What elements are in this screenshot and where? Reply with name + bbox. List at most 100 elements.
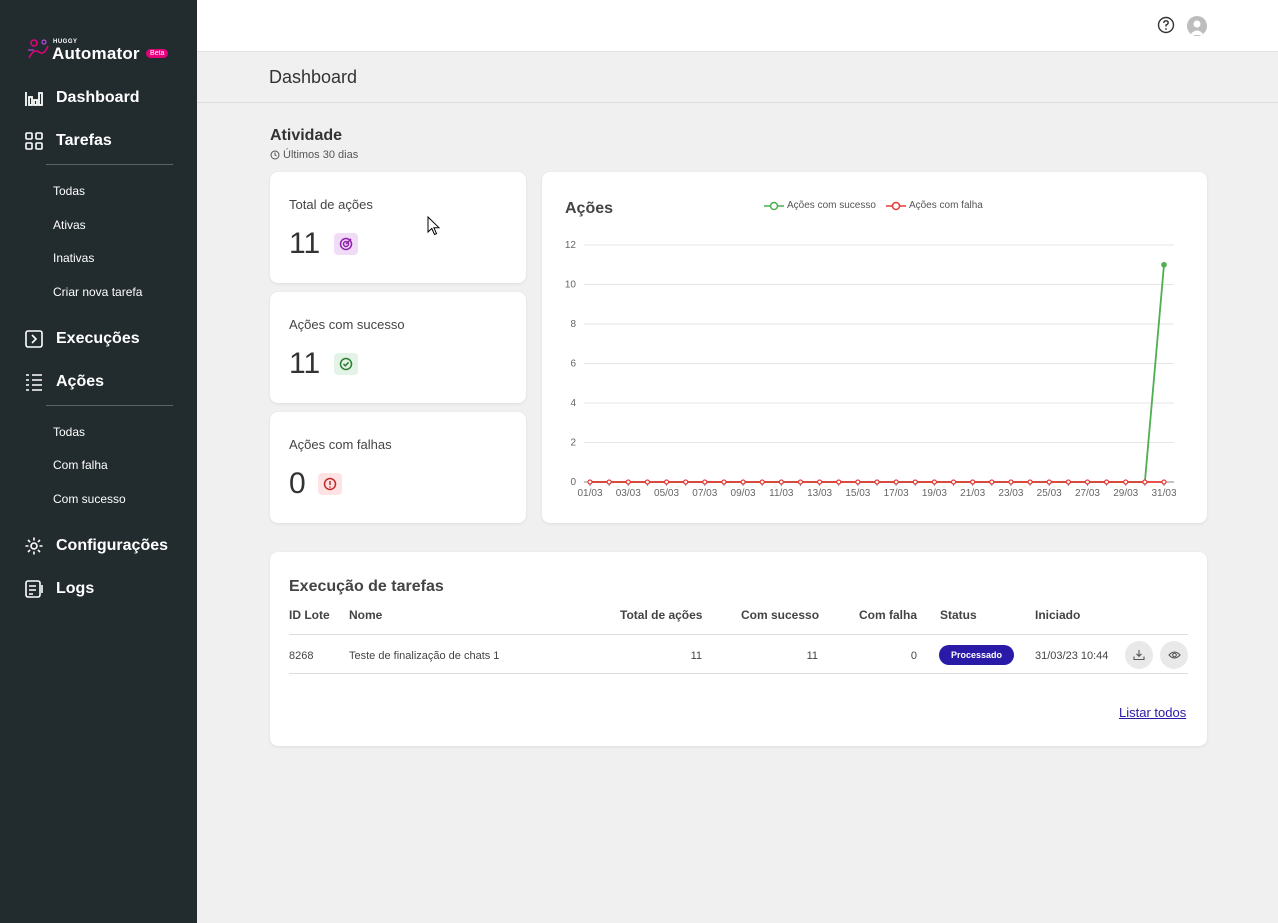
avatar[interactable] [1187,16,1207,36]
stat-value: 11 [289,347,321,380]
executions-title: Execução de tarefas [289,578,444,595]
cell-name: Teste de finalização de chats 1 [349,650,500,662]
brand-logo[interactable]: HUGGY Automator Beta [26,36,176,66]
beta-badge: Beta [146,49,169,58]
stat-label: Total de ações [289,197,373,212]
chart-card: Ações Ações com sucesso Ações com falha … [542,172,1207,523]
x-tick-label: 07/03 [692,488,717,499]
nav-tarefas-todas[interactable]: Todas [53,184,86,198]
list-all-link[interactable]: Listar todos [1119,705,1187,720]
x-tick-label: 25/03 [1037,488,1062,499]
mouse-cursor-icon [427,216,441,236]
x-tick-label: 19/03 [922,488,947,499]
nav-tarefas-inativas[interactable]: Inativas [53,251,95,265]
x-tick-label: 01/03 [577,488,602,499]
x-tick-label: 31/03 [1151,488,1176,499]
x-tick-label: 23/03 [998,488,1023,499]
check-circle-icon [339,357,353,371]
y-tick-label: 2 [570,438,576,449]
data-point-failure [625,479,631,485]
x-tick-label: 27/03 [1075,488,1100,499]
data-point-failure [855,479,861,485]
line-chart: 0 2 4 6 8 10 12 01/03 03/03 05/03 07/03 09/03 11/03 1… [565,240,1177,499]
x-tick-label: 21/03 [960,488,985,499]
nav-execucoes[interactable]: Execuções [24,327,140,351]
stat-label: Ações com falhas [289,437,392,452]
y-tick-label: 8 [570,319,576,330]
data-point-failure [1065,479,1071,485]
nav-acoes-com-falha[interactable]: Com falha [53,458,108,472]
nav-criar-tarefa[interactable]: Criar nova tarefa [53,285,143,299]
x-tick-label: 03/03 [616,488,641,499]
data-point-failure [1103,479,1110,485]
legend-item-success[interactable]: Ações com sucesso [764,200,876,211]
user-icon [1190,20,1204,35]
activity-subtitle: Últimos 30 dias [270,149,358,161]
page-title: Dashboard [269,67,358,87]
col-header-started: Iniciado [1035,608,1081,622]
stat-badge [334,353,358,375]
col-header-fail: Com falha [859,608,918,622]
data-point-failure [1008,479,1014,485]
view-button[interactable] [1160,641,1188,669]
legend-swatch [764,201,784,210]
grid-icon [24,131,44,151]
nav-dashboard[interactable]: Dashboard [24,86,140,110]
document-icon [24,579,44,599]
download-button[interactable] [1125,641,1153,669]
target-icon [339,237,353,251]
data-point-failure [1161,479,1167,485]
table-divider [289,673,1188,674]
nav-tarefas-ativas[interactable]: Ativas [53,218,86,232]
data-point-failure [663,479,670,485]
nav-divider [46,164,173,165]
data-point-failure [893,479,899,485]
data-point-failure [797,479,804,485]
y-tick-label: 6 [570,359,576,370]
col-header-name: Nome [349,608,383,622]
nav-acoes[interactable]: Ações [24,370,104,394]
data-point-failure [931,479,937,485]
activity-title: Atividade [270,127,343,144]
nav-acoes-todas[interactable]: Todas [53,425,86,439]
data-point-failure [721,479,727,485]
cell-total: 11 [690,650,702,662]
legend-item-failure[interactable]: Ações com falha [885,200,983,211]
y-tick-label: 0 [570,477,576,488]
brand-small: HUGGY [53,39,78,45]
col-header-id: ID Lote [289,608,330,622]
data-point-failure [912,479,918,485]
sidebar: HUGGY Automator Beta Dashboard Tarefas T… [0,0,197,923]
x-tick-label: 17/03 [884,488,909,499]
y-tick-label: 10 [565,280,577,291]
help-icon[interactable] [1157,16,1175,34]
stat-badge [318,473,342,495]
bar-chart-icon [24,88,44,108]
x-tick-label: 15/03 [845,488,870,499]
col-header-success: Com sucesso [741,608,820,622]
data-point-failure [817,479,823,485]
nav-divider [46,405,173,406]
stat-card-success: Ações com sucesso 11 [270,292,526,403]
nav-tarefas[interactable]: Tarefas [24,129,112,153]
nav-configuracoes[interactable]: Configurações [24,534,168,558]
data-point-failure [1027,479,1033,485]
stat-label: Ações com sucesso [289,317,405,332]
data-point-failure [1046,479,1052,485]
x-tick-label: 13/03 [807,488,832,499]
legend-label: Ações com falha [908,200,983,211]
stat-value: 11 [289,227,321,260]
stat-card-total: Total de ações 11 [270,172,526,283]
nav-acoes-com-sucesso[interactable]: Com sucesso [53,492,126,506]
cell-fail: 0 [910,650,917,662]
nav-tarefas-label: Tarefas [56,132,112,149]
data-point-failure [606,479,612,485]
nav-logs[interactable]: Logs [24,577,94,601]
eye-icon [1167,651,1181,659]
clock-icon [270,150,280,160]
executions-card: Execução de tarefas ID Lote Nome Total d… [270,552,1207,746]
data-point-failure [836,479,842,485]
data-point-failure [759,479,765,485]
table-divider [289,634,1188,635]
activity-subtitle-text: Últimos 30 dias [283,149,359,161]
